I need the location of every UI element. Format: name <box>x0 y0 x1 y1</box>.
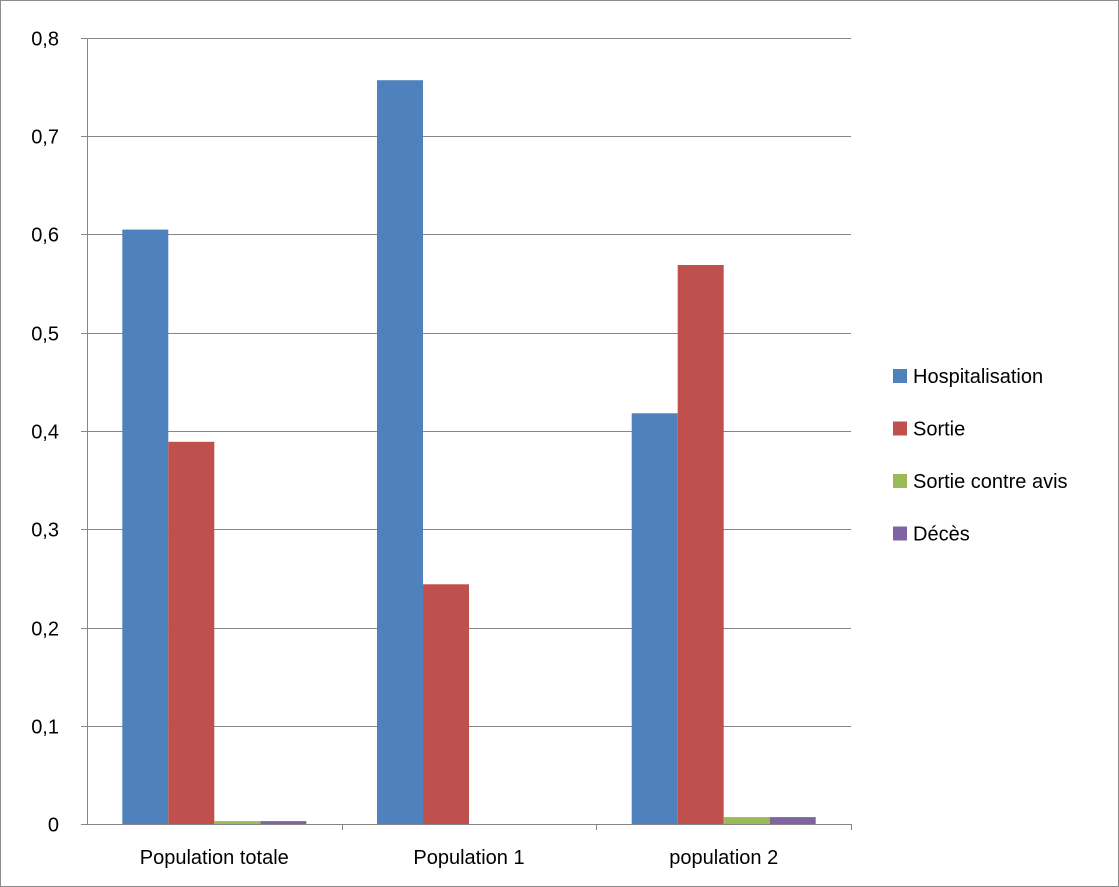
axes <box>81 38 852 830</box>
y-tick-label: 0,7 <box>31 127 59 149</box>
bar <box>168 441 215 824</box>
bar <box>723 817 770 824</box>
y-tick-label: 0,1 <box>31 717 59 739</box>
y-tick-label: 0,3 <box>31 520 59 542</box>
legend-swatch <box>893 526 907 541</box>
bar <box>677 265 724 824</box>
bar <box>631 413 678 824</box>
bar <box>769 817 816 824</box>
bar <box>214 821 261 824</box>
legend-label: Sortie contre avis <box>913 471 1068 493</box>
y-tick-label: 0 <box>48 815 59 837</box>
y-tick-label: 0,5 <box>31 324 59 346</box>
y-tick-label: 0,2 <box>31 619 59 641</box>
bar <box>377 80 423 824</box>
y-tick-label: 0,8 <box>31 29 59 51</box>
bars <box>122 80 816 825</box>
x-category-label: Population totale <box>140 847 289 869</box>
legend-label: Hospitalisation <box>913 366 1043 388</box>
bar <box>423 584 469 824</box>
x-category-label: population 2 <box>669 847 778 869</box>
legend-swatch <box>893 369 907 383</box>
x-category-labels: Population totale Population 1 population … <box>140 847 778 869</box>
legend-label: Sortie <box>913 419 965 441</box>
y-tick-label: 0,6 <box>31 225 59 247</box>
y-tick-label: 0,4 <box>31 422 59 444</box>
y-tick-labels: 0 0,1 0,2 0,3 0,4 0,5 0,6 0,7 0,8 <box>31 29 59 837</box>
legend: Hospitalisation Sortie Sortie contre avis D… <box>893 366 1068 546</box>
legend-swatch <box>893 421 907 436</box>
bar <box>122 229 169 825</box>
x-category-label: Population 1 <box>413 847 524 869</box>
bar <box>260 821 307 824</box>
legend-label: Décès <box>913 524 970 546</box>
legend-swatch <box>893 474 907 488</box>
